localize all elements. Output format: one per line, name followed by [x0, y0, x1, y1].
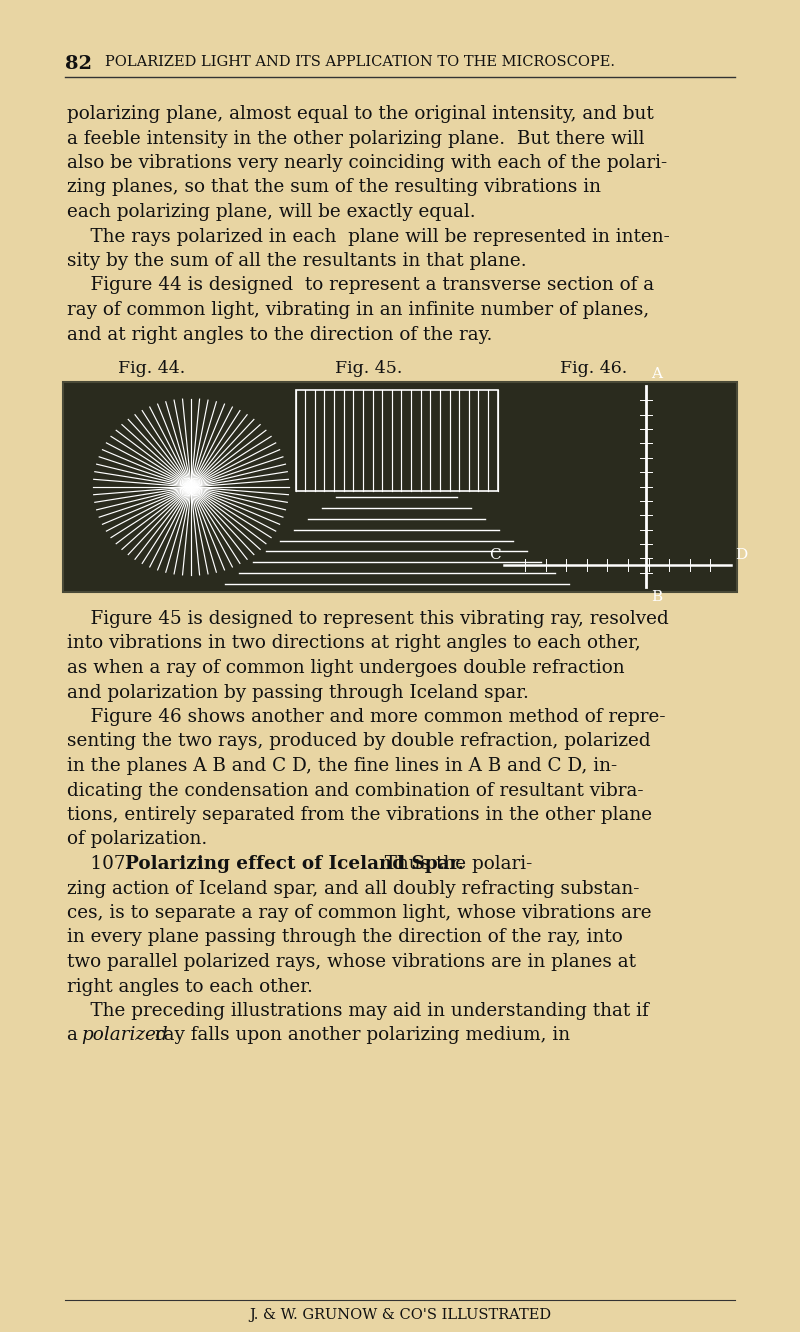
Text: Polarizing effect of Iceland Spar.: Polarizing effect of Iceland Spar.: [125, 855, 464, 872]
Text: polarized: polarized: [81, 1027, 168, 1044]
Text: The rays polarized in each  plane will be represented in inten-: The rays polarized in each plane will be…: [67, 228, 670, 245]
Text: also be vibrations very nearly coinciding with each of the polari-: also be vibrations very nearly coincidin…: [67, 155, 667, 172]
Text: of polarization.: of polarization.: [67, 830, 207, 848]
Text: ray of common light, vibrating in an infinite number of planes,: ray of common light, vibrating in an inf…: [67, 301, 650, 318]
Text: in every plane passing through the direction of the ray, into: in every plane passing through the direc…: [67, 928, 622, 947]
Bar: [295, 390, 498, 492]
Text: polarizing plane, almost equal to the original intensity, and but: polarizing plane, almost equal to the or…: [67, 105, 654, 123]
Text: zing planes, so that the sum of the resulting vibrations in: zing planes, so that the sum of the resu…: [67, 178, 601, 197]
Text: a: a: [67, 1027, 84, 1044]
Text: right angles to each other.: right angles to each other.: [67, 978, 313, 995]
Text: each polarizing plane, will be exactly equal.: each polarizing plane, will be exactly e…: [67, 202, 476, 221]
Text: ray falls upon another polarizing medium, in: ray falls upon another polarizing medium…: [149, 1027, 570, 1044]
Text: D: D: [735, 547, 747, 562]
Text: into vibrations in two directions at right angles to each other,: into vibrations in two directions at rig…: [67, 634, 641, 653]
Bar: [63, 382, 737, 591]
Text: C: C: [489, 547, 501, 562]
Text: sity by the sum of all the resultants in that plane.: sity by the sum of all the resultants in…: [67, 252, 526, 270]
Text: Thus the polari-: Thus the polari-: [373, 855, 532, 872]
Text: two parallel polarized rays, whose vibrations are in planes at: two parallel polarized rays, whose vibra…: [67, 952, 636, 971]
Text: J. & W. GRUNOW & CO'S ILLUSTRATED: J. & W. GRUNOW & CO'S ILLUSTRATED: [249, 1308, 551, 1321]
Text: Figure 46 shows another and more common method of repre-: Figure 46 shows another and more common …: [67, 709, 666, 726]
Text: dicating the condensation and combination of resultant vibra-: dicating the condensation and combinatio…: [67, 782, 643, 799]
Text: A: A: [651, 368, 662, 381]
Text: in the planes A B and C D, the fine lines in A B and C D, in-: in the planes A B and C D, the fine line…: [67, 757, 617, 775]
Text: Fig. 45.: Fig. 45.: [335, 360, 402, 377]
Text: Figure 44 is designed  to represent a transverse section of a: Figure 44 is designed to represent a tra…: [67, 277, 654, 294]
Text: and polarization by passing through Iceland spar.: and polarization by passing through Icel…: [67, 683, 529, 702]
Text: B: B: [651, 590, 662, 603]
Text: POLARIZED LIGHT AND ITS APPLICATION TO THE MICROSCOPE.: POLARIZED LIGHT AND ITS APPLICATION TO T…: [105, 55, 615, 69]
Text: The preceding illustrations may aid in understanding that if: The preceding illustrations may aid in u…: [67, 1002, 649, 1020]
Text: a feeble intensity in the other polarizing plane.  But there will: a feeble intensity in the other polarizi…: [67, 129, 645, 148]
Text: ces, is to separate a ray of common light, whose vibrations are: ces, is to separate a ray of common ligh…: [67, 904, 652, 922]
Text: tions, entirely separated from the vibrations in the other plane: tions, entirely separated from the vibra…: [67, 806, 652, 825]
Text: senting the two rays, produced by double refraction, polarized: senting the two rays, produced by double…: [67, 733, 650, 750]
Text: Fig. 44.: Fig. 44.: [118, 360, 186, 377]
Text: Fig. 46.: Fig. 46.: [560, 360, 627, 377]
Text: Figure 45 is designed to represent this vibrating ray, resolved: Figure 45 is designed to represent this …: [67, 610, 669, 627]
Text: and at right angles to the direction of the ray.: and at right angles to the direction of …: [67, 325, 492, 344]
Text: 82: 82: [65, 55, 92, 73]
Text: as when a ray of common light undergoes double refraction: as when a ray of common light undergoes …: [67, 659, 625, 677]
Text: zing action of Iceland spar, and all doubly refracting substan-: zing action of Iceland spar, and all dou…: [67, 879, 639, 898]
Text: 107.: 107.: [67, 855, 138, 872]
